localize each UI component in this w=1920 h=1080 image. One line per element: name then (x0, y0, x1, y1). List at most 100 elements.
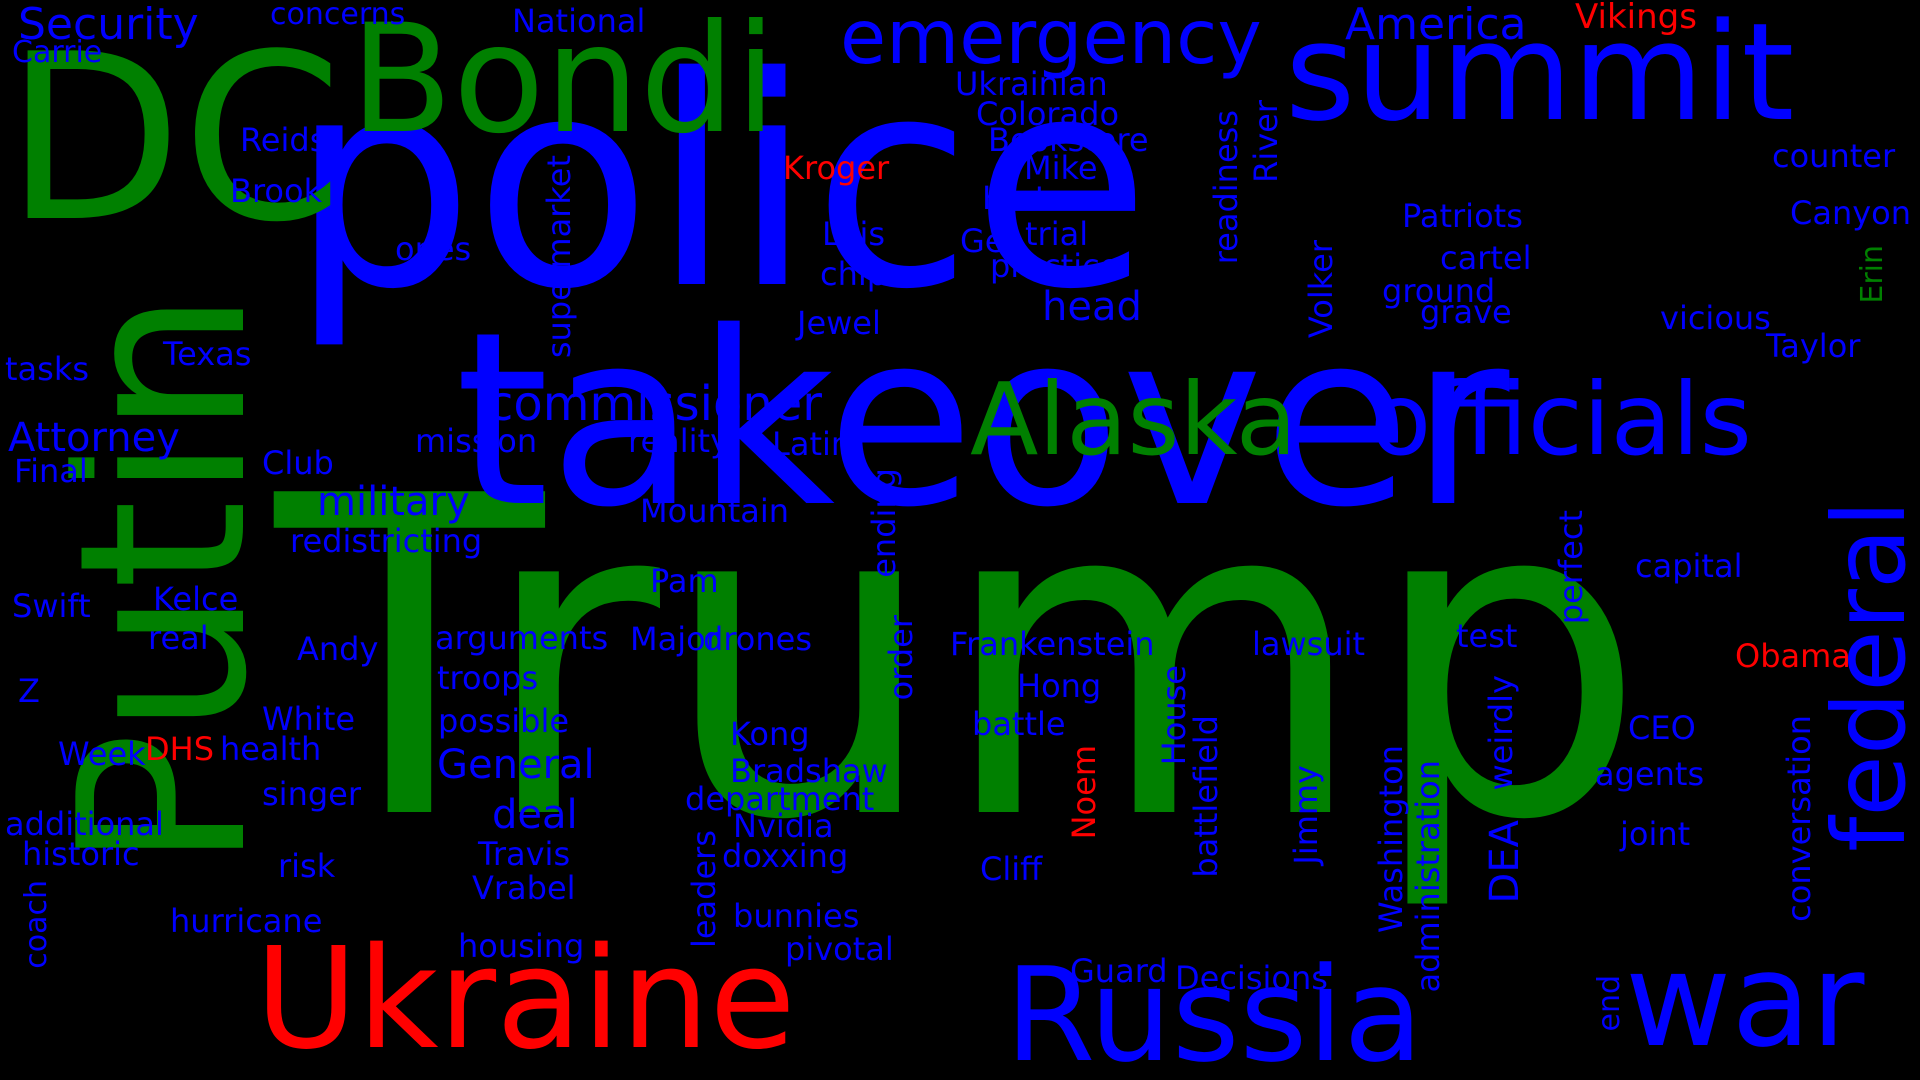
cloud-word: Noem (1065, 745, 1103, 840)
cloud-word: perfect (1552, 510, 1590, 625)
cloud-word: Ukraine (255, 918, 796, 1080)
cloud-word: coach (19, 880, 54, 969)
cloud-word: possible (438, 702, 570, 740)
cloud-word: Texas (163, 335, 252, 373)
cloud-word: White (262, 700, 356, 738)
cloud-word: deal (492, 792, 578, 838)
cloud-word: Swift (12, 587, 91, 625)
cloud-word: Jewel (797, 304, 881, 342)
cloud-word: DEA (1482, 820, 1528, 904)
cloud-word: doxxing (722, 837, 849, 875)
cloud-word: readiness (1207, 110, 1245, 265)
cloud-word: commissioner (487, 376, 823, 432)
cloud-word: troops (437, 659, 539, 697)
cloud-word: historic (22, 835, 140, 873)
cloud-word: weirdly (1482, 675, 1520, 791)
cloud-word: Cliff (980, 850, 1043, 888)
cloud-word: grave (1420, 293, 1512, 331)
cloud-word: drones (703, 620, 812, 658)
cloud-word: counter (1772, 137, 1896, 175)
cloud-word: Club (262, 444, 334, 482)
cloud-word: House (1155, 665, 1193, 766)
cloud-word: cartel (1440, 239, 1532, 277)
cloud-word: Security (18, 0, 199, 50)
cloud-word: conversation (1780, 715, 1818, 922)
cloud-word: military (317, 479, 470, 525)
cloud-word: department (685, 780, 875, 818)
cloud-word: Taylor (1766, 327, 1861, 365)
cloud-word: Kroger (783, 149, 890, 187)
cloud-word: Attorney (8, 415, 180, 461)
cloud-word: Gen (960, 222, 1025, 260)
cloud-word: police (290, 16, 1151, 353)
cloud-word: Kelce (153, 580, 239, 618)
cloud-word: Week (58, 735, 146, 773)
cloud-word: Volker (1302, 240, 1340, 339)
cloud-word: Hong (1017, 667, 1102, 705)
cloud-word: pivotal (785, 930, 894, 968)
cloud-word: battle (972, 705, 1066, 743)
cloud-word: tasks (5, 350, 90, 388)
cloud-word: Canyon (1790, 194, 1912, 232)
cloud-word: capital (1635, 547, 1743, 585)
cloud-word: chip (820, 255, 888, 293)
cloud-word: ending (865, 468, 903, 578)
cloud-word: singer (262, 775, 361, 813)
cloud-word: reality (628, 422, 730, 460)
cloud-word: Mountain (640, 492, 790, 530)
cloud-word: National (512, 2, 646, 40)
cloud-word: Trump (275, 404, 1647, 916)
cloud-word: Mike (1024, 149, 1098, 187)
cloud-word: supermarket (540, 155, 578, 359)
cloud-word: General (437, 742, 595, 788)
cloud-word: officials (1370, 361, 1752, 478)
cloud-word: head (1042, 284, 1142, 330)
cloud-word: joint (1620, 815, 1691, 853)
cloud-word: Travis (478, 835, 571, 873)
cloud-word: Alaska (970, 361, 1298, 478)
cloud-word: emergency (840, 0, 1262, 81)
cloud-word: Patriots (1402, 197, 1523, 235)
cloud-word: additional (5, 805, 164, 843)
cloud-word: Nvidia (733, 807, 834, 845)
cloud-word: Jimmy (1287, 765, 1325, 865)
cloud-word: agents (1595, 755, 1705, 793)
cloud-word: Obama (1735, 637, 1851, 675)
cloud-word: CEO (1628, 709, 1696, 747)
cloud-word: Andy (297, 630, 379, 668)
cloud-word: end (1592, 975, 1627, 1032)
cloud-word: River (1247, 100, 1285, 183)
cloud-word: Guard (1070, 952, 1168, 990)
cloud-word: Decisions (1175, 959, 1328, 997)
cloud-word: Bradshaw (730, 752, 888, 790)
cloud-word: Vrabel (472, 869, 576, 907)
cloud-word: Final (14, 452, 88, 490)
cloud-word: Bookstore (988, 121, 1149, 159)
cloud-word: real (148, 619, 209, 657)
cloud-word: redistricting (290, 522, 483, 560)
cloud-word: summit (1285, 0, 1795, 151)
cloud-word: America (1345, 0, 1527, 50)
cloud-word: practice (990, 247, 1120, 285)
cloud-word: hurricane (170, 902, 323, 940)
cloud-word: Major (630, 620, 719, 658)
cloud-word: takeover (455, 280, 1510, 560)
cloud-word: Kurt (982, 179, 1048, 217)
cloud-word: Reids (240, 121, 327, 159)
cloud-word: Brook (230, 172, 323, 210)
cloud-word: mission (415, 422, 538, 460)
cloud-word: federal (1811, 500, 1920, 852)
cloud-word: risk (278, 847, 336, 885)
cloud-word: test (1456, 617, 1518, 655)
cloud-word: lawsuit (1252, 625, 1366, 663)
cloud-word: Pam (650, 562, 719, 600)
cloud-word: leaders (685, 830, 723, 949)
cloud-word: housing (458, 927, 585, 965)
cloud-word: Kong (730, 715, 810, 753)
cloud-word: ground (1382, 272, 1496, 310)
cloud-word: Carrie (12, 35, 103, 70)
cloud-word: vicious (1660, 299, 1771, 337)
cloud-word: DHS (145, 730, 215, 768)
cloud-word: health (220, 730, 322, 768)
